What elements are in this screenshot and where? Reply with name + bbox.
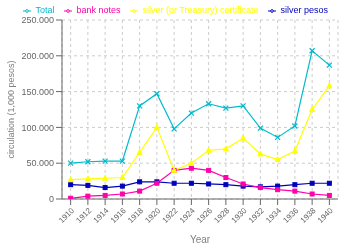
html-text:silver (or Treasury) certifica: silver (or Treasury) certificate (142, 5, 259, 15)
svg-text:1924: 1924 (178, 206, 197, 225)
svg-text:circulation (1,000 pesos): circulation (1,000 pesos) (8, 60, 16, 158)
svg-text:Year: Year (190, 234, 211, 245)
html-text:silver pesos: silver pesos (280, 5, 328, 15)
svg-text:1920: 1920 (143, 206, 162, 225)
svg-text:1914: 1914 (92, 206, 111, 225)
svg-text:200.000: 200.000 (21, 51, 54, 61)
svg-text:1930: 1930 (230, 206, 249, 225)
svg-text:0: 0 (49, 194, 54, 204)
svg-text:1910: 1910 (57, 206, 76, 225)
svg-text:1912: 1912 (74, 206, 93, 225)
svg-text:1932: 1932 (247, 206, 266, 225)
svg-text:250.000: 250.000 (21, 15, 54, 25)
svg-text:1928: 1928 (212, 206, 231, 225)
svg-text:1922: 1922 (161, 206, 180, 225)
svg-text:1938: 1938 (299, 206, 318, 225)
svg-text:1940: 1940 (316, 206, 335, 225)
svg-text:1916: 1916 (109, 206, 128, 225)
svg-text:1936: 1936 (281, 206, 300, 225)
html-text:bank notes: bank notes (76, 5, 121, 15)
svg-text:50.000: 50.000 (26, 158, 54, 168)
svg-text:1934: 1934 (264, 206, 283, 225)
svg-text:100.000: 100.000 (21, 123, 54, 133)
svg-text:1926: 1926 (195, 206, 214, 225)
svg-text:1918: 1918 (126, 206, 145, 225)
html-text:Total: Total (35, 5, 55, 15)
svg-text:150.000: 150.000 (21, 87, 54, 97)
